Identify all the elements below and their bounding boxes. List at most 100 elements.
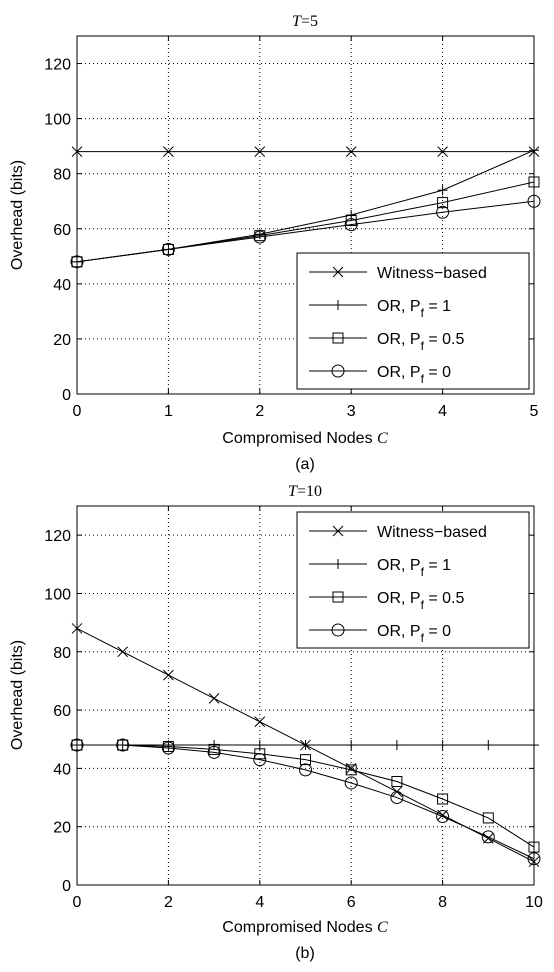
- chart-a-series-line-3: [76, 200, 535, 263]
- chart-a-xlabel: Compromised Nodes C: [222, 430, 388, 447]
- chart-b-ytick-label-3: 60: [53, 703, 71, 720]
- chart-a-legend-marker-3: [331, 364, 345, 378]
- chart-a-series-0-point-3: [345, 146, 357, 158]
- chart-a-series-1-point-4: [437, 185, 448, 196]
- chart-b-ytick-label-2: 40: [53, 761, 71, 778]
- chart-a-series-3-point-3: [344, 218, 358, 232]
- chart-a-ytick-label-3: 60: [53, 222, 71, 239]
- chart-b-xtick-label-2: 4: [255, 894, 264, 911]
- chart-b-series-3-point-1: [116, 738, 130, 752]
- chart-b-series-2-point-7: [391, 776, 403, 788]
- chart-a-ytick-label-1: 20: [53, 332, 71, 349]
- chart-a-caption: (a): [295, 456, 315, 473]
- chart-a-series-2-point-4: [437, 197, 449, 209]
- chart-a-series-3-point-1: [161, 242, 175, 256]
- chart-b-ytick-label-6: 120: [44, 528, 71, 545]
- chart-b-series-0-point-3: [208, 693, 220, 704]
- chart-b-series-2-point-4: [254, 748, 266, 760]
- chart-a-legend-marker-2: [332, 332, 344, 344]
- chart-b-series-3-point-5: [299, 763, 312, 777]
- chart-a-legend-marker-0: [332, 266, 344, 278]
- chart-b-series-2-point-1: [117, 739, 129, 751]
- chart-b-series-1-point-6: [346, 740, 357, 751]
- chart-a-series-0-point-2: [254, 146, 266, 158]
- chart-b-caption: (b): [295, 945, 315, 962]
- chart-b-series-1-point-1: [117, 740, 128, 751]
- chart-b-series-2-point-6: [345, 764, 357, 776]
- chart-b-ylabel: Overhead (bits): [9, 640, 26, 750]
- chart-a-xtick-label-4: 4: [438, 403, 447, 420]
- chart-b-xtick-label-3: 6: [347, 894, 356, 911]
- chart-b-series-2-point-5: [300, 754, 311, 766]
- chart-b-xtick-label-4: 8: [438, 894, 447, 911]
- chart-b-series-0-point-4: [254, 716, 266, 728]
- chart-b-series-1-point-7: [391, 740, 402, 751]
- chart-a-legend-marker-1: [333, 300, 343, 310]
- chart-b-ytick-label-5: 100: [44, 586, 71, 603]
- chart-a: 0 1 2 3 4 5 0 20 40 60 80 100 120 T=5 Overhead (bits…: [9, 13, 541, 473]
- chart-b-series-1-point-9: [483, 740, 494, 751]
- chart-a-series-0-point-1: [163, 146, 174, 158]
- chart-a-xtick-label-2: 2: [255, 403, 264, 420]
- chart-a-series-1-point-1: [163, 244, 174, 255]
- chart-b-frame: [76, 505, 535, 886]
- chart-a-series-0-point-4: [437, 146, 448, 158]
- chart-b-series-3-point-7: [390, 791, 404, 805]
- chart-b-ytick-label-0: 0: [62, 878, 71, 895]
- chart-a-legend: Witness−based OR, Pf = 1 OR, Pf = 0.5 OR, P…: [296, 252, 530, 390]
- chart-a-ytick-label-2: 40: [53, 277, 71, 294]
- chart-a-legend-label-1: OR, Pf = 1: [377, 298, 451, 320]
- chart-b-series-3-point-6: [344, 776, 358, 790]
- chart-a-xtick-label-5: 5: [530, 403, 539, 420]
- chart-b-legend: Witness−based OR, Pf = 1 OR, Pf = 0.5 OR, P…: [296, 511, 530, 649]
- chart-b-legend-label-1: OR, Pf = 1: [377, 557, 451, 579]
- chart-a-ytick-label-6: 120: [44, 57, 71, 74]
- chart-b-series-1-point-8: [437, 740, 448, 751]
- chart-b-ytick-label-1: 20: [53, 820, 71, 837]
- chart-b-legend-marker-2: [332, 591, 344, 603]
- chart-b-series-3-point-8: [436, 809, 450, 823]
- chart-b-series-2-point-9: [482, 812, 494, 824]
- chart-b-series-0-point-2: [163, 669, 174, 681]
- chart-b-xtick-label-0: 0: [73, 894, 82, 911]
- chart-b-ytick-label-4: 80: [53, 645, 71, 662]
- chart-b-xtick-label-1: 2: [164, 894, 173, 911]
- chart-a-title: T=5: [292, 13, 318, 30]
- chart-b-legend-label-3: OR, Pf = 0: [377, 623, 451, 645]
- chart-b-series-3-point-4: [253, 753, 267, 767]
- chart-b-xtick-label-5: 10: [525, 894, 543, 911]
- chart-a-ytick-label-0: 0: [62, 387, 71, 404]
- chart-b-legend-box: [296, 511, 530, 649]
- chart-a-series-3-point-4: [436, 205, 450, 219]
- chart-a-tick-labels: 0 1 2 3 4 5 0 20 40 60 80 100 120: [44, 57, 538, 420]
- chart-a-legend-label-2: OR, Pf = 0.5: [377, 331, 464, 353]
- chart-b-legend-marker-0: [332, 525, 344, 537]
- chart-a-series-2-point-1: [162, 243, 174, 255]
- chart-b-legend-marker-3: [331, 623, 345, 637]
- chart-b-series-1-point-3: [209, 740, 220, 751]
- chart-a-legend-box: [296, 252, 530, 390]
- chart-a-legend-label-3: OR, Pf = 0: [377, 364, 451, 386]
- chart-b-legend-label-0: Witness−based: [377, 524, 487, 541]
- chart-a-frame: [76, 35, 535, 395]
- chart-b-title: T=10: [288, 483, 322, 500]
- chart-b-series-line-3: [77, 744, 535, 860]
- chart-a-ylabel: Overhead (bits): [9, 160, 26, 270]
- chart-b-series-2-point-8: [437, 793, 449, 805]
- chart-b-legend-label-2: OR, Pf = 0.5: [377, 590, 464, 612]
- chart-b-series-1-point-5: [300, 740, 311, 751]
- chart-b-series-3-point-3: [207, 745, 221, 759]
- chart-a-series-lines: [76, 149, 535, 263]
- chart-b-series-3-point-2: [161, 741, 175, 755]
- chart-a-ytick-label-4: 80: [53, 167, 71, 184]
- chart-b-series-line-2: [77, 744, 535, 848]
- chart-a-xtick-label-3: 3: [347, 403, 356, 420]
- chart-b-series-0-point-1: [117, 646, 129, 658]
- chart-b-xlabel: Compromised Nodes C: [222, 919, 388, 936]
- chart-a-ytick-label-5: 100: [44, 112, 71, 129]
- chart-a-xtick-label-1: 1: [164, 403, 173, 420]
- chart-b-legend-marker-1: [333, 559, 343, 569]
